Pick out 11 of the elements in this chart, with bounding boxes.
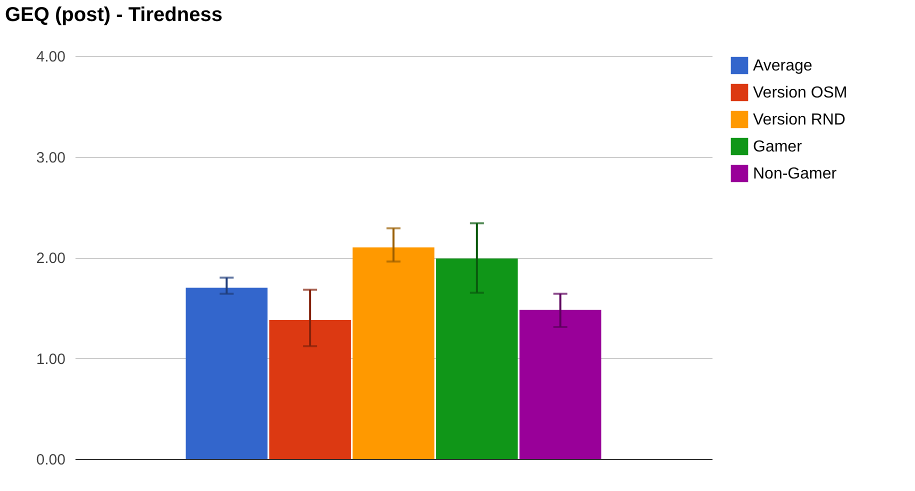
- chart-title: GEQ (post) - Tiredness: [5, 4, 222, 26]
- y-tick-label: 2.00: [36, 250, 66, 267]
- y-tick-label: 1.00: [36, 350, 66, 368]
- legend-label: Average: [753, 58, 812, 74]
- legend-label: Non-Gamer: [753, 166, 838, 182]
- y-tick-label: 0.00: [36, 452, 66, 468]
- legend-label: Version RND: [753, 112, 846, 128]
- legend-label: Gamer: [753, 138, 803, 156]
- y-tick-label: 3.00: [36, 149, 66, 166]
- legend-label: Version OSM: [753, 84, 848, 102]
- y-tick-label: 4.00: [36, 48, 66, 66]
